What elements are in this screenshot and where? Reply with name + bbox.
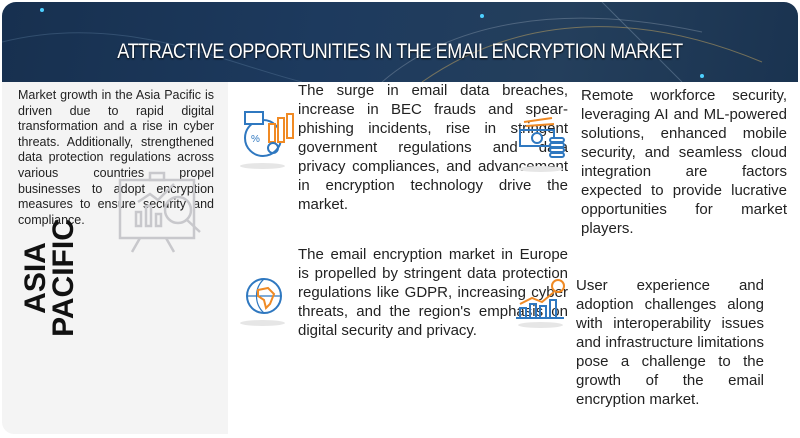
network-lines-decoration [2,2,763,82]
asia-pacific-panel: Market growth in the Asia Pacific is dri… [2,82,228,434]
region-line-2: PACIFIC [47,219,80,337]
growth-chart-icon [516,279,565,319]
region-label: ASIA PACIFIC [19,218,80,338]
globe-icon [246,278,282,314]
drivers-text: The surge in email data breaches, increa… [298,82,568,213]
europe-text: The email encryption market in Europe is… [298,246,568,339]
svg-text:%: % [251,134,260,145]
challenges-text: User experience and adoption challenges … [576,277,764,408]
header-banner: ATTRACTIVE OPPORTUNITIES IN THE EMAIL EN… [2,2,798,82]
analytics-report-icon: % [244,111,294,157]
region-line-1: ASIA [19,242,52,314]
page-title: ATTRACTIVE OPPORTUNITIES IN THE EMAIL EN… [117,40,683,63]
presentation-analytics-icon [118,171,201,253]
money-coins-icon [519,117,565,158]
opportunities-text: Remote workforce security, leveraging AI… [581,87,787,237]
asia-pacific-text: Market growth in the Asia Pacific is dri… [18,88,214,227]
